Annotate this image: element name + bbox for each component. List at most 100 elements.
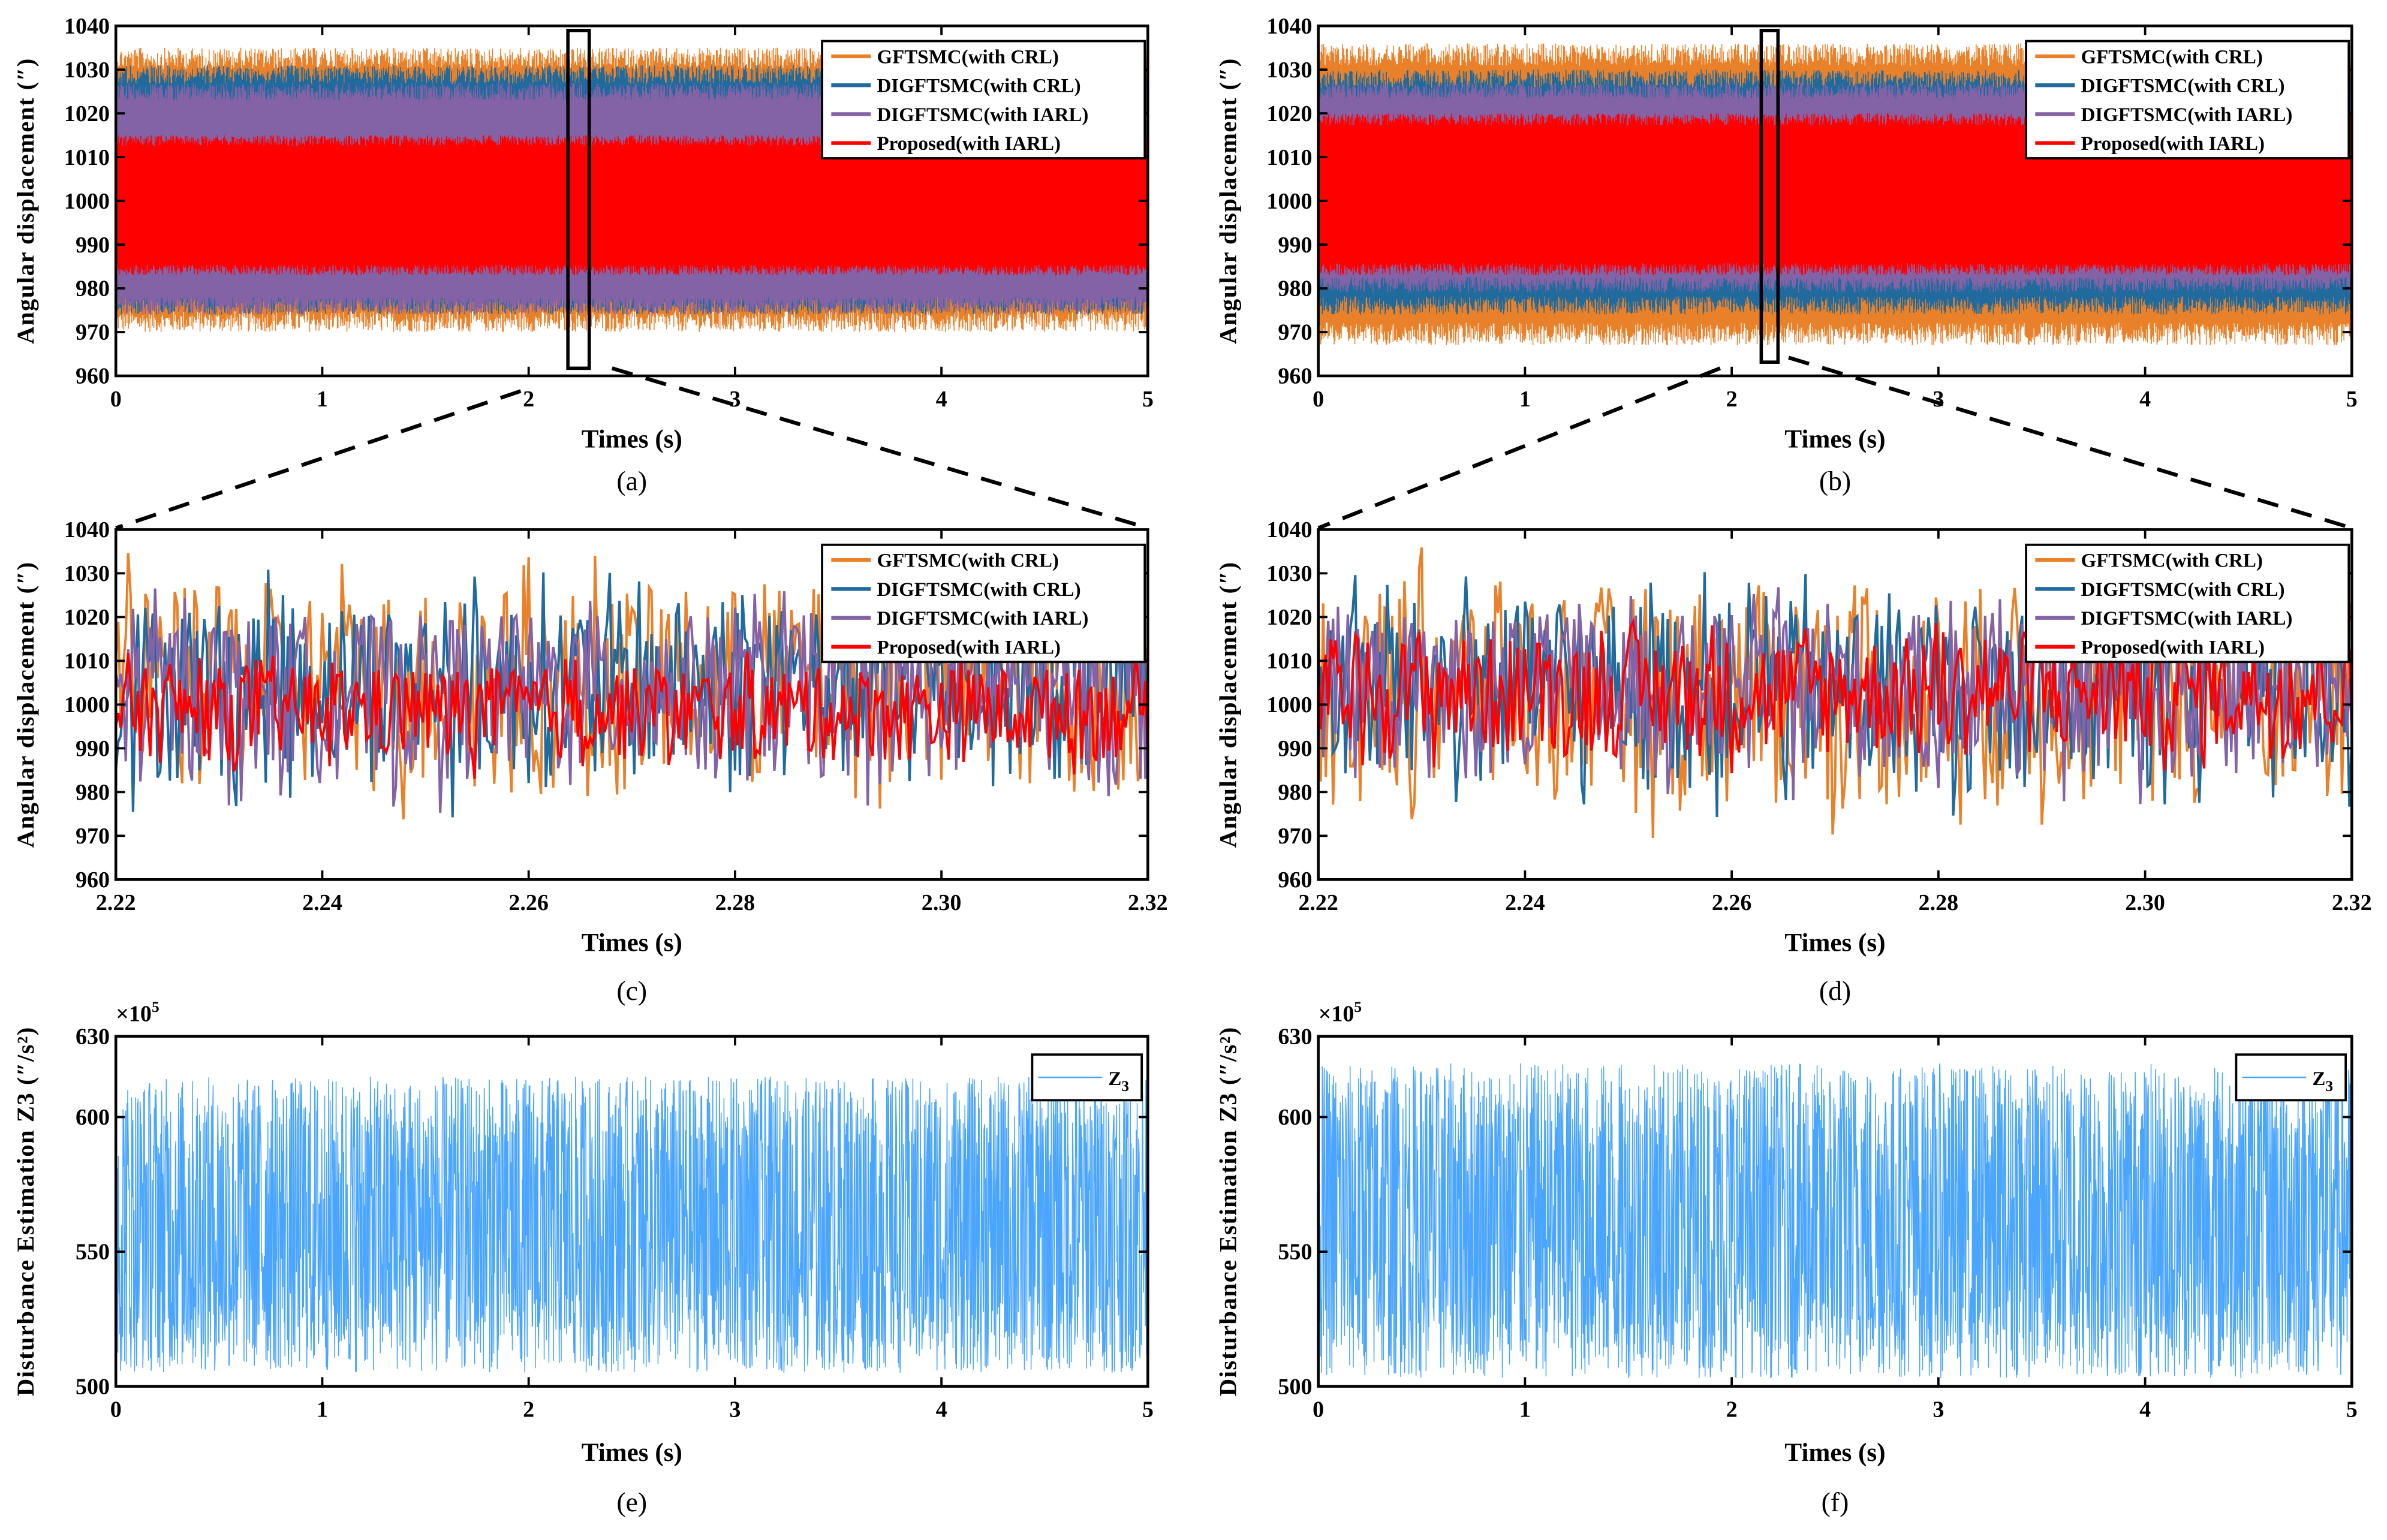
legend-label: DIGFTSMC(with IARL) (877, 608, 1088, 629)
y-tick-label: 1030 (1266, 561, 1312, 586)
y-tick-label: 980 (1278, 780, 1312, 805)
panel-d: 2.22 2.24 2.26 2.28 2.30 2.32 960 970 980 990 1000… (1215, 517, 2372, 1006)
y-tick-label: 990 (1278, 736, 1312, 761)
y-tick-label: 1040 (1266, 517, 1312, 543)
axes-frame (114, 1035, 1149, 1388)
y-axis-label: Angular displacement (″) (1215, 58, 1242, 344)
y-exponent-power: 5 (152, 999, 159, 1015)
series-line-3 (116, 135, 1148, 276)
x-axis-label: Times (s) (1784, 929, 1885, 957)
x-tick-label: 4 (2139, 387, 2151, 412)
legend-label: Proposed(with IARL) (877, 637, 1061, 658)
x-tick-label: 2.22 (96, 890, 136, 915)
legend-label: DIGFTSMC(with IARL) (877, 104, 1088, 126)
y-exponent-base: ×10 (1319, 1001, 1354, 1026)
y-axis-label: Disturbance Estimation Z3 (″/s²) (1215, 1026, 1242, 1396)
y-tick-label: 500 (1278, 1374, 1312, 1399)
x-tick-label: 1 (1519, 387, 1531, 412)
legend-label-sub: 3 (2325, 1078, 2333, 1095)
legend-label: DIGFTSMC(with IARL) (2081, 104, 2292, 126)
panel-a: 0 1 2 3 4 5 960 970 980 990 1000 1010 1020 1030 1040 Ti… (12, 14, 1154, 496)
panel-f: 0 1 2 3 4 5 500 550 600 630 Times (s) (f) Disturbanc… (1215, 999, 2358, 1517)
y-tick-label: 970 (1278, 320, 1312, 345)
legend-box (2025, 543, 2350, 664)
y-tick-label: 630 (76, 1024, 110, 1049)
panel-caption: (e) (616, 1487, 647, 1517)
legend-label-name: Z (1108, 1068, 1121, 1090)
x-tick-label: 5 (1142, 1397, 1154, 1422)
legend-label: Z3 (1108, 1068, 1129, 1095)
y-tick-label: 1040 (1266, 14, 1312, 39)
x-tick-label: 5 (1142, 387, 1154, 412)
y-exponent-base: ×10 (116, 1001, 152, 1026)
y-tick-label: 1000 (64, 189, 110, 214)
series-line-3 (116, 652, 1148, 779)
y-tick-label: 1040 (64, 14, 110, 39)
y-tick-label: 1020 (1266, 605, 1312, 630)
y-tick-label: 1020 (1266, 101, 1312, 126)
y-tick-label: 980 (76, 276, 110, 302)
x-tick-label: 0 (1313, 387, 1324, 412)
y-tick-label: 960 (76, 364, 110, 389)
y-tick-label: 990 (76, 736, 110, 761)
x-axis-label: Times (s) (1784, 425, 1885, 453)
y-tick-label: 970 (1278, 824, 1312, 849)
x-tick-label: 2.24 (1505, 890, 1545, 915)
panel-c: 2.22 2.24 2.26 2.28 2.30 2.32 960 970 980 990 1000… (12, 517, 1168, 1006)
x-tick-label: 2.24 (302, 890, 342, 915)
y-tick-label: 970 (76, 824, 110, 849)
x-axis-label: Times (s) (582, 1439, 682, 1467)
x-tick-label: 2 (523, 387, 534, 412)
x-axis-label: Times (s) (582, 929, 682, 957)
y-tick-label: 1010 (1266, 649, 1312, 674)
panel-caption: (d) (1819, 975, 1851, 1006)
zoom-window-rect (566, 28, 591, 370)
legend-box (821, 543, 1146, 664)
panel-caption: (f) (1822, 1487, 1849, 1517)
zoom-connector-right (611, 366, 1149, 530)
x-tick-label: 2 (1726, 1397, 1738, 1422)
x-tick-label: 5 (2346, 387, 2358, 412)
x-tick-label: 1 (317, 387, 328, 412)
x-tick-label: 3 (729, 387, 741, 412)
y-tick-label: 500 (76, 1374, 110, 1399)
x-tick-label: 2.30 (922, 890, 962, 915)
series-line-0 (116, 1077, 1148, 1373)
y-tick-label: 1020 (64, 605, 110, 630)
y-axis-label: Disturbance Estimation Z3 (″/s²) (12, 1026, 39, 1396)
x-tick-label: 3 (1933, 387, 1944, 412)
legend-label: DIGFTSMC(with CRL) (877, 579, 1080, 601)
y-tick-label: 960 (1278, 867, 1312, 893)
y-tick-label: 1010 (64, 145, 110, 170)
x-tick-label: 0 (110, 1397, 122, 1422)
y-axis-label: Angular displacement (″) (1215, 561, 1242, 848)
x-axis-label: Times (s) (582, 425, 682, 453)
zoom-connector-left (1317, 366, 1721, 530)
legend-label: DIGFTSMC(with IARL) (2081, 608, 2292, 629)
x-tick-label: 0 (110, 387, 122, 412)
y-tick-label: 550 (1278, 1240, 1312, 1265)
y-tick-label: 1000 (1266, 692, 1312, 718)
panel-caption: (b) (1819, 465, 1851, 496)
y-tick-label: 970 (76, 320, 110, 345)
x-tick-label: 0 (1313, 1397, 1324, 1422)
x-tick-label: 2.22 (1298, 890, 1338, 915)
legend-label: Proposed(with IARL) (877, 133, 1061, 155)
panel-caption: (c) (616, 975, 647, 1006)
legend-box (821, 40, 1146, 159)
y-tick-label: 980 (76, 780, 110, 805)
y-tick-label: 1000 (64, 692, 110, 718)
y-tick-label: 550 (76, 1240, 110, 1265)
y-tick-label: 960 (76, 867, 110, 893)
legend-label: Z3 (2312, 1068, 2333, 1095)
y-tick-label: 1040 (64, 517, 110, 543)
panel-b: 0 1 2 3 4 5 960 970 980 990 1000 1010 1020 1030 1040 Ti… (1215, 14, 2358, 496)
legend-box (2025, 40, 2350, 159)
x-tick-label: 4 (936, 1397, 947, 1422)
y-tick-label: 1000 (1266, 189, 1312, 214)
x-axis-label: Times (s) (1784, 1439, 1885, 1467)
x-tick-label: 2.28 (715, 890, 755, 915)
legend-label: DIGFTSMC(with CRL) (2081, 76, 2284, 97)
series-line-2 (1318, 587, 2352, 804)
zoom-connector-right (1788, 355, 2353, 530)
